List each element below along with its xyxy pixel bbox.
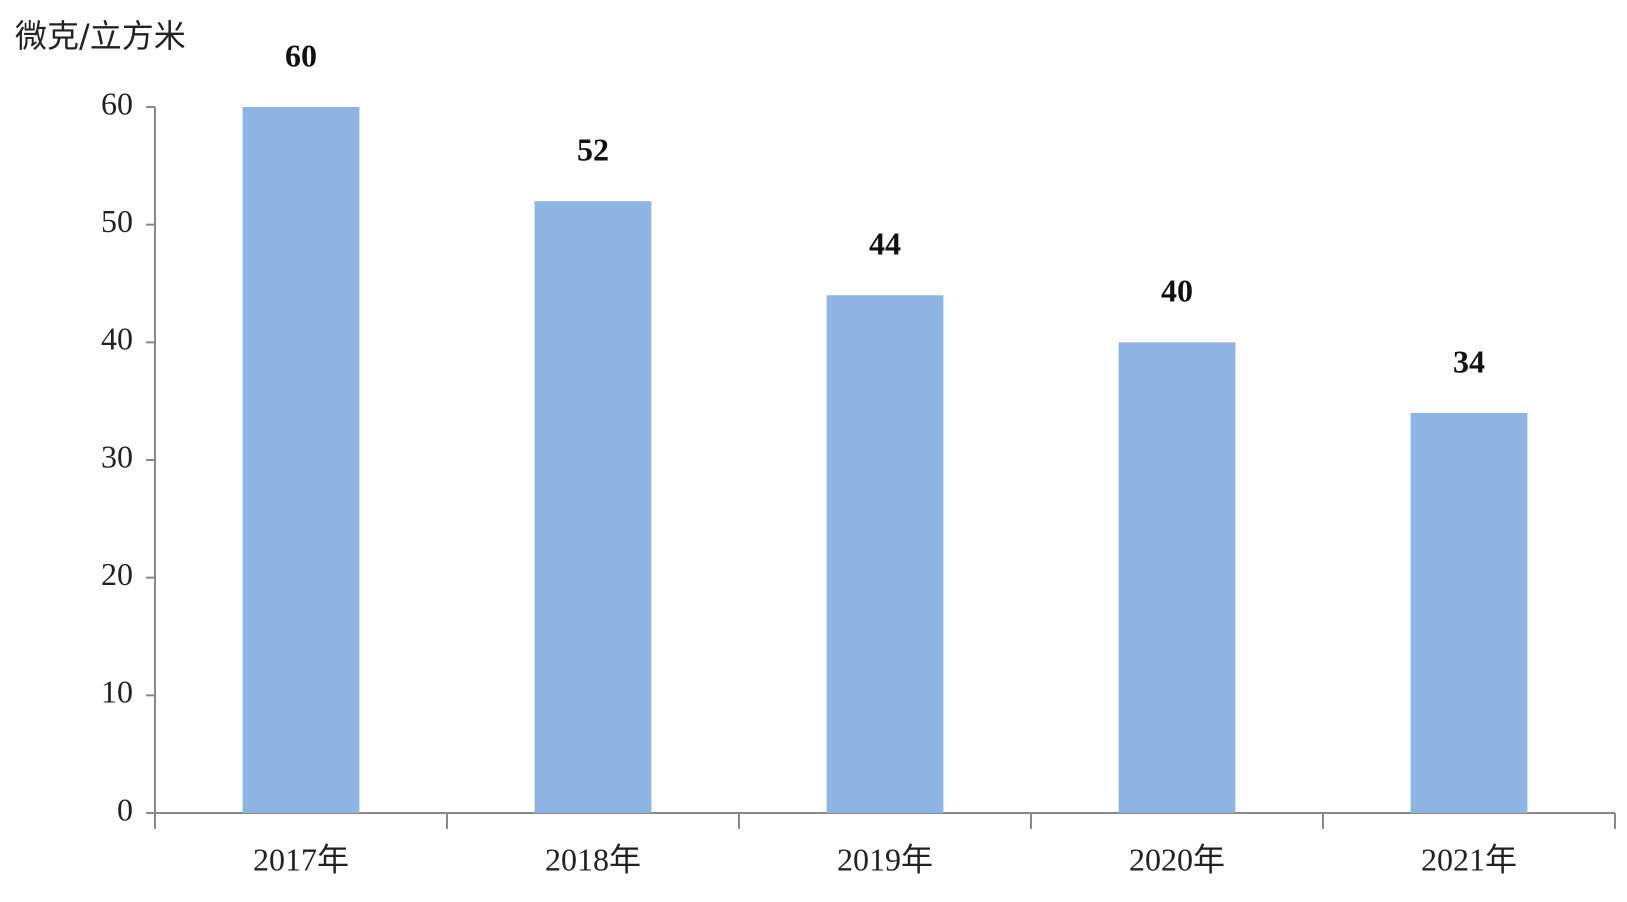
y-tick-label: 60 [101,85,133,121]
y-tick-label: 0 [117,791,133,827]
y-axis-label: 微克/立方米 [15,17,186,55]
value-label: 60 [285,37,317,73]
bar [242,107,360,813]
y-tick-label: 30 [101,438,133,474]
bar [1118,342,1236,813]
y-tick-label: 50 [101,203,133,239]
bar [1410,412,1528,813]
value-label: 34 [1453,343,1485,379]
value-label: 52 [577,131,609,167]
x-tick-label: 2020年 [1129,841,1225,877]
y-tick-label: 20 [101,556,133,592]
bar [534,201,652,814]
x-tick-label: 2018年 [545,841,641,877]
y-tick-label: 40 [101,321,133,357]
x-tick-label: 2019年 [837,841,933,877]
y-tick-label: 10 [101,674,133,710]
value-label: 44 [869,226,901,262]
value-label: 40 [1161,273,1193,309]
x-tick-label: 2017年 [253,841,349,877]
bar [826,295,944,813]
x-tick-label: 2021年 [1421,841,1517,877]
